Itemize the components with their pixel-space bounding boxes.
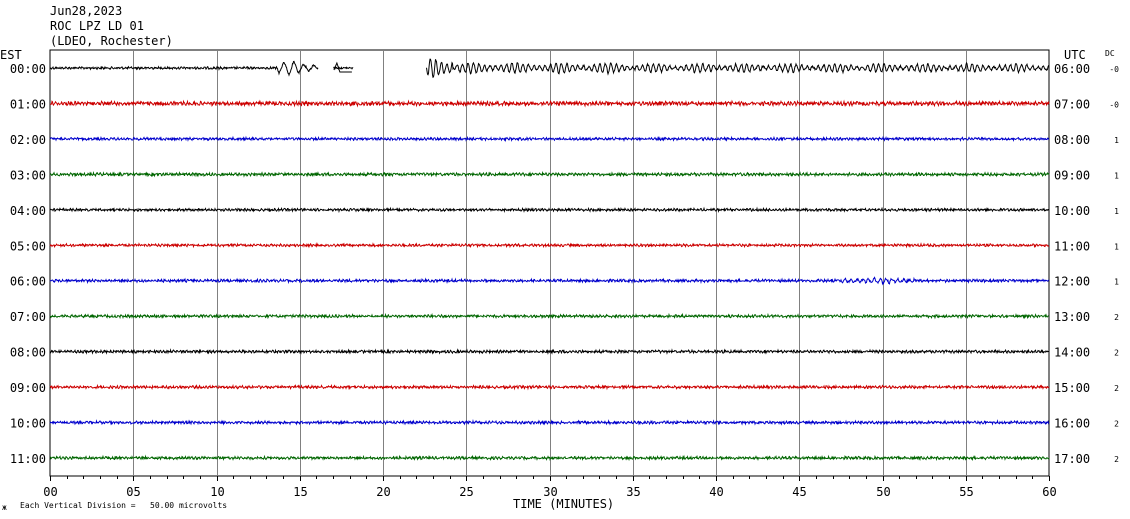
row-dc-label: 1 xyxy=(1114,171,1119,180)
row-est-label: 10:00 xyxy=(10,417,46,431)
x-tick-label: 30 xyxy=(543,485,557,499)
dc-label: DC xyxy=(1105,49,1115,58)
row-utc-label: 07:00 xyxy=(1054,97,1090,111)
trace-line xyxy=(49,170,1050,178)
row-utc-label: 08:00 xyxy=(1054,133,1090,147)
row-utc-label: 14:00 xyxy=(1054,346,1090,360)
row-est-label: 05:00 xyxy=(10,239,46,253)
row-dc-label: 2 xyxy=(1114,384,1119,393)
row-utc-label: 13:00 xyxy=(1054,310,1090,324)
trace-line xyxy=(49,348,1050,355)
station-location: (LDEO, Rochester) xyxy=(50,34,173,48)
trace-line xyxy=(49,58,1050,79)
chart-date: Jun28,2023 xyxy=(50,4,123,18)
trace-line xyxy=(49,276,1050,286)
trace-line xyxy=(49,135,1050,143)
row-est-label: 03:00 xyxy=(10,168,46,182)
row-dc-label: 2 xyxy=(1114,455,1119,464)
x-axis-title: TIME (MINUTES) xyxy=(513,497,615,511)
row-utc-label: 17:00 xyxy=(1054,452,1090,466)
x-tick-label: 15 xyxy=(293,485,307,499)
row-est-label: 07:00 xyxy=(10,310,46,324)
row-utc-label: 15:00 xyxy=(1054,381,1090,395)
x-tick-label: 60 xyxy=(1042,485,1056,499)
row-est-label: 00:00 xyxy=(10,62,46,76)
row-dc-label: 2 xyxy=(1114,313,1119,322)
trace-line xyxy=(49,206,1050,214)
row-dc-label: 2 xyxy=(1114,420,1119,429)
x-tick-label: 40 xyxy=(709,485,723,499)
row-utc-label: 12:00 xyxy=(1054,275,1090,289)
row-utc-label: 11:00 xyxy=(1054,239,1090,253)
row-est-label: 08:00 xyxy=(10,346,46,360)
trace-line xyxy=(49,241,1050,249)
x-tick-label: 10 xyxy=(210,485,224,499)
scale-note: Each Vertical Division = 50.00 microvolt… xyxy=(20,501,228,510)
station-name: ROC LPZ LD 01 xyxy=(50,19,144,33)
x-tick-label: 55 xyxy=(959,485,973,499)
plot-frame xyxy=(49,49,1050,477)
row-est-label: 04:00 xyxy=(10,204,46,218)
trace-line xyxy=(49,312,1049,320)
trace-line xyxy=(49,454,1050,462)
trace-line xyxy=(49,419,1050,426)
x-tick-label: 25 xyxy=(459,485,473,499)
row-utc-label: 06:00 xyxy=(1054,62,1090,76)
row-dc-label: 1 xyxy=(1114,136,1119,145)
row-dc-label: 1 xyxy=(1114,207,1119,216)
row-dc-label: 2 xyxy=(1114,349,1119,358)
row-utc-label: 09:00 xyxy=(1054,168,1090,182)
x-tick-label: 05 xyxy=(126,485,140,499)
row-est-label: 11:00 xyxy=(10,452,46,466)
row-utc-label: 10:00 xyxy=(1054,204,1090,218)
row-est-label: 01:00 xyxy=(10,97,46,111)
corner-mark: ж xyxy=(2,503,7,512)
x-tick-label: 20 xyxy=(376,485,390,499)
row-dc-label: -0 xyxy=(1109,100,1119,109)
row-dc-label: 1 xyxy=(1114,242,1119,251)
x-tick-label: 35 xyxy=(626,485,640,499)
right-timezone-label: UTC xyxy=(1064,48,1086,62)
trace-line xyxy=(49,99,1050,108)
row-est-label: 02:00 xyxy=(10,133,46,147)
trace-line xyxy=(49,383,1050,391)
x-tick-label: 50 xyxy=(876,485,890,499)
row-est-label: 06:00 xyxy=(10,275,46,289)
row-utc-label: 16:00 xyxy=(1054,417,1090,431)
left-timezone-label: EST xyxy=(0,48,22,62)
row-dc-label: 1 xyxy=(1114,278,1119,287)
row-est-label: 09:00 xyxy=(10,381,46,395)
row-dc-label: -0 xyxy=(1109,65,1119,74)
x-tick-label: 00 xyxy=(43,485,57,499)
x-tick-label: 45 xyxy=(792,485,806,499)
